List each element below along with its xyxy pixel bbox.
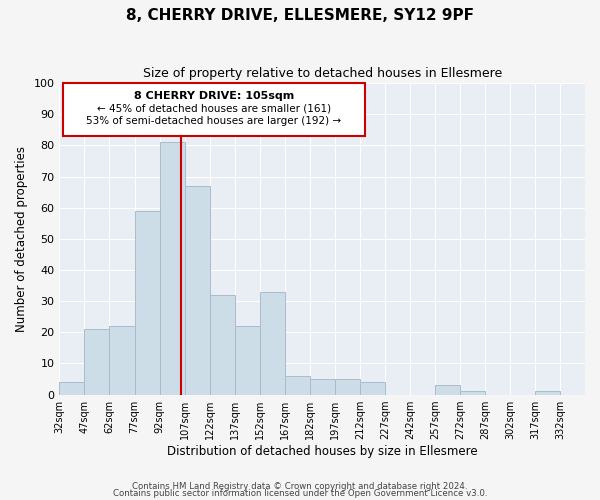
Bar — [310, 379, 335, 394]
Y-axis label: Number of detached properties: Number of detached properties — [15, 146, 28, 332]
Text: 53% of semi-detached houses are larger (192) →: 53% of semi-detached houses are larger (… — [86, 116, 341, 126]
FancyBboxPatch shape — [63, 83, 365, 136]
Bar — [284, 376, 310, 394]
Bar — [160, 142, 185, 395]
Bar — [134, 211, 160, 394]
Bar — [460, 392, 485, 394]
Bar — [235, 326, 260, 394]
Bar — [335, 379, 360, 394]
Title: Size of property relative to detached houses in Ellesmere: Size of property relative to detached ho… — [143, 68, 502, 80]
Text: Contains public sector information licensed under the Open Government Licence v3: Contains public sector information licen… — [113, 490, 487, 498]
Bar — [109, 326, 134, 394]
Bar — [59, 382, 85, 394]
Bar — [535, 392, 560, 394]
Bar — [360, 382, 385, 394]
Text: Contains HM Land Registry data © Crown copyright and database right 2024.: Contains HM Land Registry data © Crown c… — [132, 482, 468, 491]
Text: 8, CHERRY DRIVE, ELLESMERE, SY12 9PF: 8, CHERRY DRIVE, ELLESMERE, SY12 9PF — [126, 8, 474, 22]
Text: ← 45% of detached houses are smaller (161): ← 45% of detached houses are smaller (16… — [97, 104, 331, 114]
Bar — [209, 295, 235, 394]
Bar — [260, 292, 284, 394]
Bar — [185, 186, 209, 394]
Text: 8 CHERRY DRIVE: 105sqm: 8 CHERRY DRIVE: 105sqm — [134, 91, 294, 101]
X-axis label: Distribution of detached houses by size in Ellesmere: Distribution of detached houses by size … — [167, 444, 478, 458]
Bar — [85, 329, 109, 394]
Bar — [435, 385, 460, 394]
